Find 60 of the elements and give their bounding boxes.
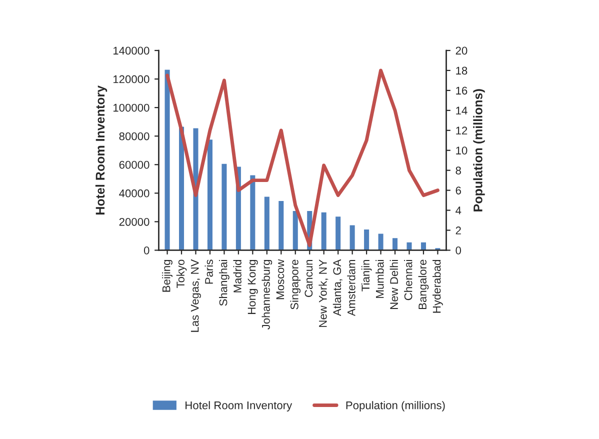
- x-tick-label: Beijing: [162, 260, 172, 292]
- line-series: [166, 68, 440, 247]
- bar: [263, 195, 271, 250]
- bar: [163, 68, 172, 250]
- x-tick-label: Amsterdam: [347, 260, 356, 316]
- y2-tick-label: 12: [456, 126, 468, 134]
- y2-tick-label: 0: [456, 246, 462, 254]
- x-tick-label: Paris: [204, 260, 213, 284]
- y2-tick-label: 10: [456, 146, 468, 154]
- bar: [320, 211, 328, 250]
- x-tick-label: Las Vegas, NV: [190, 259, 201, 332]
- y-tick-label: 80000: [119, 132, 150, 140]
- x-tick-label: Hyderabad: [432, 260, 443, 313]
- x-tick-label: Singapore: [290, 260, 301, 310]
- y-tick-label: 60000: [119, 160, 150, 169]
- y-tick-label: 0: [144, 246, 150, 254]
- y2-tick-label: 16: [456, 86, 468, 95]
- y2-tick-label: 20: [456, 46, 468, 55]
- x-tick-label: Tokyo: [176, 260, 187, 288]
- bar: [391, 236, 399, 250]
- y2-tick-label: 6: [456, 186, 461, 194]
- bar: [220, 162, 228, 250]
- bar: [376, 232, 385, 250]
- y-tick-label: 140000: [113, 46, 150, 55]
- x-tick-label: Cancun: [304, 260, 313, 297]
- y2-tick-label: 4: [456, 206, 462, 214]
- bar: [178, 125, 186, 250]
- x-tick-label: Atlanta, GA: [332, 259, 342, 316]
- x-tick-label: Chennai: [404, 260, 412, 300]
- bar: [420, 240, 428, 250]
- bar: [334, 215, 342, 250]
- legend-label: Population (millions): [346, 401, 445, 412]
- x-tick-label: Moscow: [276, 259, 284, 300]
- x-tick-label: Shanghai: [219, 260, 230, 306]
- x-tick-label: Bangalore: [418, 260, 429, 309]
- bar: [206, 138, 214, 250]
- bar: [248, 174, 257, 250]
- y-tick-label: 40000: [119, 189, 150, 198]
- x-tick-label: Johannesburg: [262, 260, 272, 330]
- y-tick-label: 20000: [119, 218, 150, 226]
- bar: [362, 228, 370, 250]
- y-tick-label: 120000: [113, 75, 150, 84]
- bar: [348, 224, 356, 250]
- y2-tick-label: 2: [456, 226, 461, 234]
- bar: [277, 200, 286, 250]
- x-tick-label: New York, NY: [318, 260, 328, 327]
- y2-axis-title: Population (millions): [473, 89, 485, 212]
- x-tick-label: Hong Kong: [248, 260, 258, 314]
- y-tick-label: 100000: [113, 104, 150, 112]
- y2-tick-label: 18: [456, 66, 468, 75]
- y2-tick-label: 8: [456, 166, 461, 174]
- x-tick-label: Mumbai: [376, 260, 384, 298]
- bar: [405, 240, 414, 250]
- y2-tick-label: 14: [456, 106, 468, 114]
- y-axis-title: Hotel Room Inventory: [95, 85, 108, 214]
- x-tick-label: Tianjin: [361, 260, 372, 292]
- bar: [291, 210, 300, 250]
- legend-label: Hotel Room Inventory: [186, 401, 292, 412]
- x-tick-label: New Delhi: [390, 260, 398, 309]
- x-tick-label: Madrid: [233, 260, 242, 292]
